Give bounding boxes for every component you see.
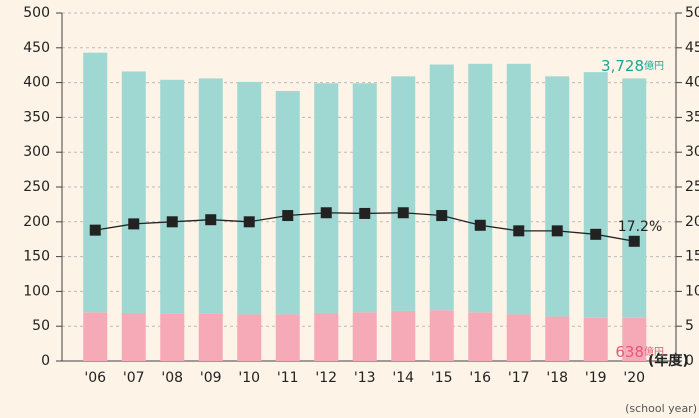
bar xyxy=(83,52,108,313)
marker xyxy=(628,235,640,247)
x-tick-label: '14 xyxy=(392,370,414,386)
marker xyxy=(436,210,448,222)
annotation: 638億円 xyxy=(615,343,664,361)
bar xyxy=(352,312,377,361)
bar xyxy=(352,83,377,313)
x-tick-label: '20 xyxy=(623,370,645,386)
x-tick-label: '19 xyxy=(585,370,607,386)
y-tick-label: 200 xyxy=(23,214,50,230)
bar xyxy=(237,314,262,361)
bar xyxy=(198,313,223,361)
x-tick-label: '10 xyxy=(238,370,260,386)
bar xyxy=(121,71,146,313)
marker xyxy=(359,207,371,219)
y2-tick-label: 10 xyxy=(685,283,699,299)
annotation: 17.2% xyxy=(618,219,662,235)
bar xyxy=(83,312,108,361)
marker xyxy=(205,214,217,226)
bar xyxy=(391,76,416,311)
bar xyxy=(160,79,185,314)
y-tick-label: 0 xyxy=(41,353,50,369)
marker xyxy=(166,216,178,228)
bar xyxy=(314,83,339,313)
bar xyxy=(506,63,531,315)
y-tick-label: 100 xyxy=(23,283,50,299)
x-tick-label: '07 xyxy=(123,370,145,386)
marker xyxy=(513,225,525,237)
annotation-value: 638 xyxy=(615,343,644,361)
bar xyxy=(506,314,531,361)
bar xyxy=(622,78,647,318)
marker xyxy=(320,207,332,219)
x-tick-label: '06 xyxy=(84,370,106,386)
y2-tick-label: 20 xyxy=(685,214,699,230)
bar xyxy=(314,312,339,361)
y-tick-label: 400 xyxy=(23,75,50,91)
bar xyxy=(237,81,262,315)
marker xyxy=(590,228,602,240)
x-tick-label: '13 xyxy=(354,370,376,386)
bar xyxy=(583,72,608,318)
annotation-unit: 億円 xyxy=(644,59,664,72)
y-tick-label: 500 xyxy=(23,5,50,21)
marker xyxy=(551,225,563,237)
y2-tick-label: 15 xyxy=(685,249,699,265)
marker xyxy=(397,207,409,219)
bar xyxy=(468,312,493,361)
marker xyxy=(243,216,255,228)
x-tick-label: '16 xyxy=(469,370,491,386)
bar xyxy=(545,316,570,361)
y-tick-label: 150 xyxy=(23,249,50,265)
y-tick-label: 50 xyxy=(32,318,50,334)
bar xyxy=(160,313,185,361)
y2-tick-label: 5 xyxy=(685,318,694,334)
bar xyxy=(275,90,300,315)
y2-tick-label: 50 xyxy=(685,5,699,21)
y2-tick-label: 0 xyxy=(685,353,694,369)
y2-tick-label: 45 xyxy=(685,40,699,56)
y2-tick-label: 25 xyxy=(685,179,699,195)
x-tick-label: '09 xyxy=(200,370,222,386)
marker xyxy=(89,224,101,236)
marker xyxy=(128,218,140,230)
bar xyxy=(429,310,454,361)
bar xyxy=(545,76,570,317)
marker xyxy=(474,219,486,231)
y-tick-label: 350 xyxy=(23,109,50,125)
y2-tick-label: 30 xyxy=(685,144,699,160)
x-tick-label: '18 xyxy=(546,370,568,386)
x-tick-label: '15 xyxy=(431,370,453,386)
bar xyxy=(121,312,146,361)
annotation-unit: 億円 xyxy=(644,345,664,358)
bar xyxy=(622,317,647,361)
x-axis-sublabel: (school year) xyxy=(625,402,697,415)
x-tick-label: '17 xyxy=(508,370,530,386)
bar xyxy=(468,63,493,313)
bar xyxy=(583,317,608,361)
bar xyxy=(275,314,300,361)
bar xyxy=(429,64,454,311)
marker xyxy=(282,210,294,222)
annotation: 3,728億円 xyxy=(601,57,664,75)
y2-tick-label: 40 xyxy=(685,75,699,91)
x-tick-label: '11 xyxy=(277,370,299,386)
y-tick-label: 450 xyxy=(23,40,50,56)
bar xyxy=(391,310,416,361)
y-tick-label: 250 xyxy=(23,179,50,195)
y-tick-label: 300 xyxy=(23,144,50,160)
x-tick-label: '08 xyxy=(161,370,183,386)
y2-tick-label: 35 xyxy=(685,109,699,125)
x-tick-label: '12 xyxy=(315,370,337,386)
bar xyxy=(198,78,223,314)
annotation-value: 3,728 xyxy=(601,57,644,75)
